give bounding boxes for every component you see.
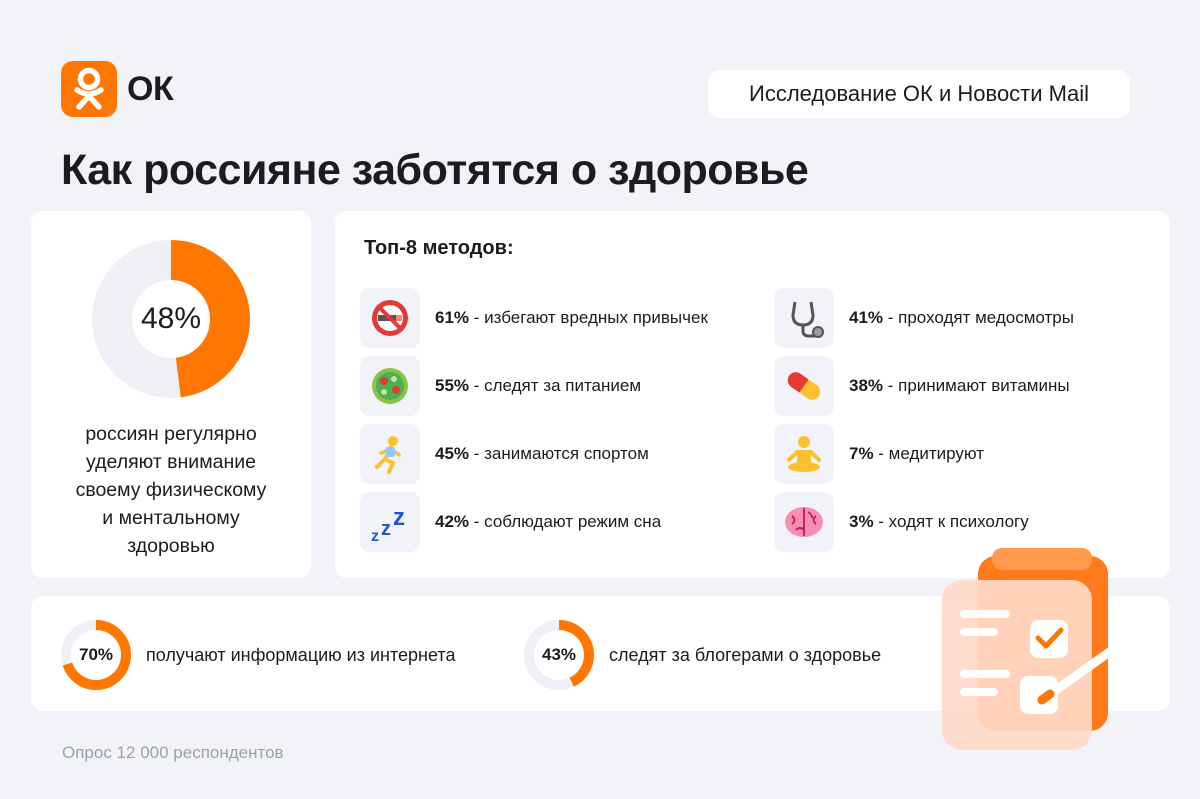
caption-line: здоровью	[127, 535, 215, 557]
meditation-icon	[774, 424, 834, 484]
page-title: Как россияне заботятся о здоровье	[61, 146, 809, 194]
method-item: 45% - занимаются спортом	[360, 424, 649, 484]
sleep-zzz-icon: z z z	[360, 492, 420, 552]
brain-icon	[774, 492, 834, 552]
ok-logo: ОК	[61, 61, 174, 117]
method-percent: 61%	[435, 308, 470, 327]
method-item: 55% - следят за питанием	[360, 356, 641, 416]
bloggers-donut-label: 43%	[541, 645, 577, 664]
method-percent: 41%	[849, 308, 884, 327]
method-percent: 38%	[849, 376, 884, 395]
internet-donut-label: 70%	[78, 645, 114, 664]
logo-text: ОК	[127, 69, 174, 108]
runner-icon	[360, 424, 420, 484]
internet-donut-chart	[61, 620, 131, 690]
internet-stat-text: получают информацию из интернета	[146, 645, 456, 665]
svg-text:z: z	[393, 504, 405, 531]
clipboard-illustration	[942, 548, 1120, 750]
caption-line: россиян регулярно	[85, 423, 257, 445]
method-label: - принимают витамины	[883, 376, 1070, 395]
method-label: - медитируют	[873, 444, 985, 463]
method-label: - избегают вредных привычек	[469, 308, 708, 327]
no-smoking-icon	[360, 288, 420, 348]
caption-line: уделяют внимание	[86, 451, 256, 473]
methods-card	[335, 211, 1170, 578]
pill-icon	[774, 356, 834, 416]
method-item: z z z 42% - соблюдают режим сна	[360, 492, 661, 552]
stethoscope-icon	[774, 288, 834, 348]
method-label: - занимаются спортом	[469, 444, 649, 463]
method-percent: 3%	[849, 512, 874, 531]
main-donut-arc	[92, 240, 250, 398]
method-percent: 55%	[435, 376, 470, 395]
method-label: - ходят к психологу	[873, 512, 1029, 531]
main-stat-caption: россиян регулярно уделяют внимание своем…	[31, 420, 311, 560]
ok-logo-icon	[61, 61, 117, 117]
method-label: - следят за питанием	[469, 376, 642, 395]
method-item: 41% - проходят медосмотры	[774, 288, 1074, 348]
footer-note: Опрос 12 000 респондентов	[62, 743, 284, 762]
method-percent: 7%	[849, 444, 874, 463]
method-percent: 42%	[435, 512, 470, 531]
caption-line: и ментальному	[102, 507, 240, 529]
svg-text:z: z	[371, 528, 379, 545]
method-label: - соблюдают режим сна	[469, 512, 662, 531]
caption-line: своему физическому	[75, 479, 267, 501]
method-item: 7% - медитируют	[774, 424, 984, 484]
methods-title: Топ-8 методов:	[364, 237, 514, 259]
method-label: - проходят медосмотры	[883, 308, 1074, 327]
method-item: 3% - ходят к психологу	[774, 492, 1029, 552]
salad-icon	[360, 356, 420, 416]
method-item: 38% - принимают витамины	[774, 356, 1070, 416]
svg-text:z: z	[381, 518, 391, 540]
main-donut-label: 48%	[140, 302, 202, 335]
method-percent: 45%	[435, 444, 470, 463]
main-donut-chart	[92, 240, 250, 398]
bloggers-donut-chart	[524, 620, 594, 690]
source-badge: Исследование ОК и Новости Mail	[708, 70, 1130, 118]
bloggers-donut-arc	[524, 620, 594, 690]
internet-donut-arc	[61, 620, 131, 690]
bloggers-stat-text: следят за блогерами о здоровье	[609, 645, 882, 665]
method-item: 61% - избегают вредных привычек	[360, 288, 708, 348]
